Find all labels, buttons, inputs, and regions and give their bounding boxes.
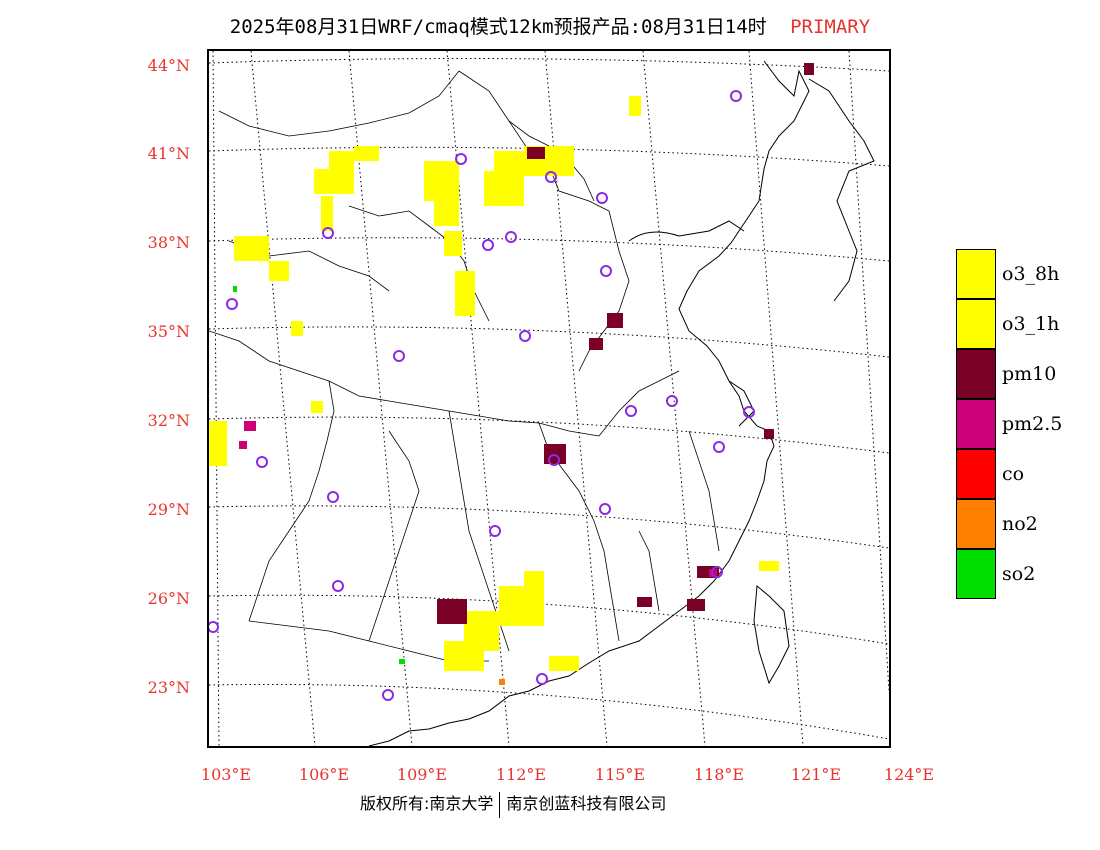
lon-label-124: 124°E [883, 765, 935, 784]
lat-label-29: 29°N [147, 500, 190, 519]
map-title: 2025年08月31日WRF/cmaq模式12km预报产品:08月31日14时 … [0, 12, 1100, 39]
legend-swatch [956, 399, 996, 449]
map-svg [209, 51, 889, 746]
footer-divider [499, 791, 501, 818]
legend-label: pm2.5 [1002, 413, 1063, 435]
legend-label: no2 [1002, 513, 1038, 535]
lon-label-118: 118°E [693, 765, 745, 784]
lat-label-23: 23°N [147, 678, 190, 697]
legend-swatch [956, 349, 996, 399]
legend-label: pm10 [1002, 363, 1057, 385]
so2-overlay [233, 286, 405, 664]
lat-label-32: 32°N [147, 411, 190, 430]
lon-label-106: 106°E [298, 765, 350, 784]
province-borders [209, 70, 720, 662]
o3-overlay [209, 96, 779, 671]
legend-swatch [956, 549, 996, 599]
legend-label: o3_1h [1002, 313, 1060, 335]
map-canvas [207, 49, 891, 748]
footer-right: 南京创蓝科技有限公司 [506, 794, 667, 813]
footer-left: 版权所有:南京大学 [360, 794, 494, 813]
lon-label-115: 115°E [594, 765, 646, 784]
legend-label: so2 [1002, 563, 1036, 585]
legend-swatch [956, 299, 996, 349]
lon-label-109: 109°E [396, 765, 448, 784]
lon-label-112: 112°E [495, 765, 547, 784]
station-markers [209, 90, 755, 701]
pm10-overlay [437, 63, 814, 624]
no2-overlay [499, 679, 505, 685]
legend-swatch [956, 449, 996, 499]
legend-label: o3_8h [1002, 263, 1060, 285]
lat-label-35: 35°N [147, 322, 190, 341]
legend-swatch [956, 499, 996, 549]
legend-swatch [956, 249, 996, 299]
title-main: 2025年08月31日WRF/cmaq模式12km预报产品:08月31日14时 [229, 16, 767, 38]
pm25-overlay [239, 421, 717, 577]
title-primary-tag: PRIMARY [790, 16, 871, 38]
lat-label-38: 38°N [147, 233, 190, 252]
lon-label-121: 121°E [790, 765, 842, 784]
lat-label-26: 26°N [147, 589, 190, 608]
lat-label-41: 41°N [147, 144, 190, 163]
lon-label-103: 103°E [200, 765, 252, 784]
lat-label-44: 44°N [147, 56, 190, 75]
legend-label: co [1002, 463, 1025, 485]
copyright-footer: 版权所有:南京大学 南京创蓝科技有限公司 [360, 790, 666, 818]
